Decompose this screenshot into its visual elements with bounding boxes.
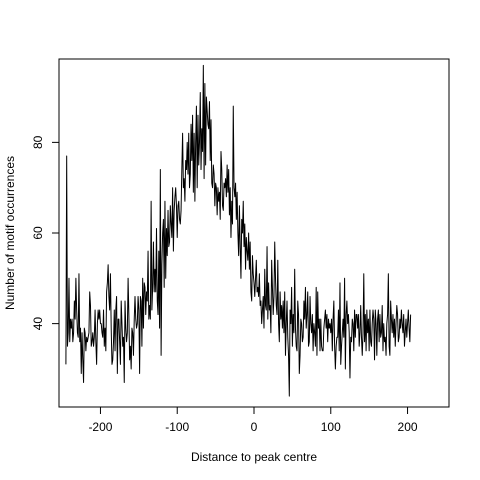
x-tick-label: 100 [321, 420, 341, 434]
plot-area [65, 64, 412, 397]
series-line [65, 64, 412, 397]
y-tick-label: 60 [31, 226, 45, 240]
x-tick-label: 200 [398, 420, 418, 434]
x-tick-label: -100 [165, 420, 189, 434]
x-tick-label: -200 [88, 420, 112, 434]
y-axis: 40 60 80 [31, 135, 59, 330]
y-tick-label: 80 [31, 135, 45, 149]
x-axis-label: Distance to peak centre [191, 450, 317, 464]
y-tick-label: 40 [31, 317, 45, 331]
x-axis: -200 -100 0 100 200 [88, 407, 418, 434]
x-tick-label: 0 [251, 420, 258, 434]
y-axis-label: Number of motif occurrences [3, 156, 17, 310]
